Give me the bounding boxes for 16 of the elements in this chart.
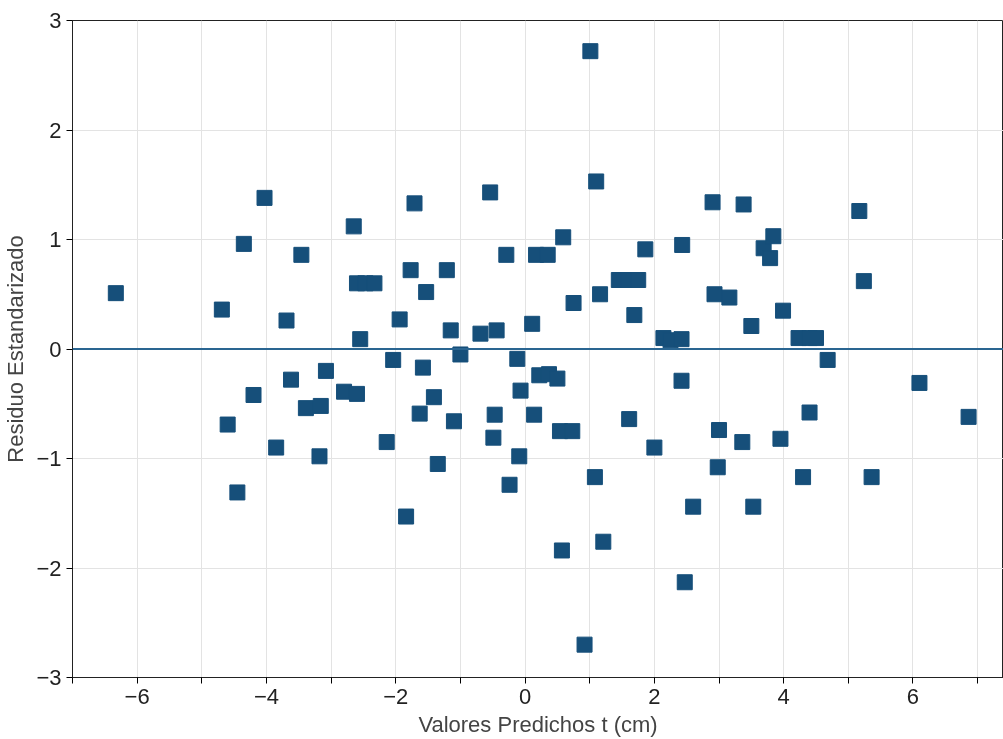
x-tick-label: 4 bbox=[777, 683, 790, 709]
y-tick-label: −1 bbox=[36, 446, 62, 471]
y-tick-label: 3 bbox=[49, 8, 62, 33]
y-tick-label: 2 bbox=[49, 117, 62, 143]
x-tick-label: 0 bbox=[518, 683, 532, 709]
x-tick-label: −6 bbox=[124, 683, 150, 709]
y-tick-label: −2 bbox=[36, 555, 62, 581]
y-tick-label: 0 bbox=[49, 336, 62, 362]
x-tick-label: 6 bbox=[906, 683, 920, 709]
x-tick-label: −2 bbox=[383, 683, 409, 709]
x-tick-label: −4 bbox=[253, 683, 280, 709]
x-tick-label: 2 bbox=[648, 683, 661, 709]
y-tick-label: 1 bbox=[49, 227, 62, 252]
x-axis-title: Valores Predichos t (cm) bbox=[418, 711, 658, 737]
y-tick-label: −3 bbox=[36, 665, 62, 690]
y-axis-title: Residuo Estandarizado bbox=[3, 235, 29, 463]
